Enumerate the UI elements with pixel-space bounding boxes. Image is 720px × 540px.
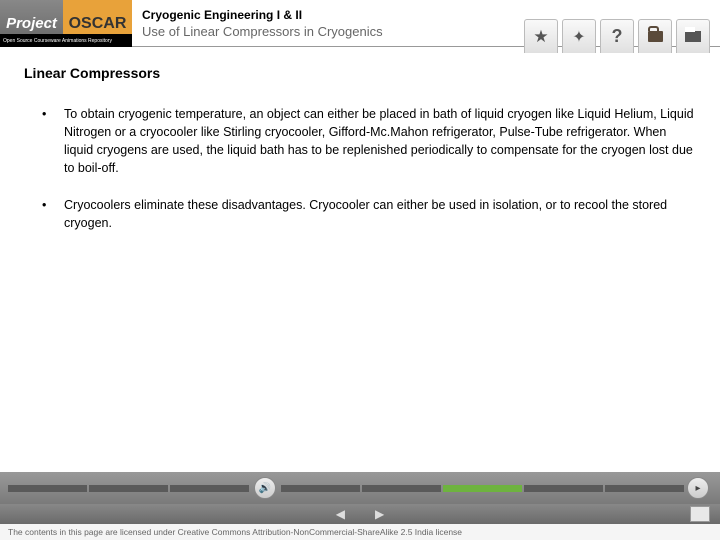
toolbar: [522, 0, 720, 46]
progress-segment: [89, 485, 168, 492]
next-button[interactable]: ▶: [375, 507, 384, 521]
briefcase-icon: [648, 31, 663, 42]
play-button[interactable]: ▸: [687, 477, 709, 499]
favorite-button[interactable]: [524, 19, 558, 53]
play-icon: ▸: [695, 483, 700, 494]
bullet-text: Cryocoolers eliminate these disadvantage…: [64, 196, 696, 232]
wand-icon: [572, 27, 585, 47]
bullet-list: •To obtain cryogenic temperature, an obj…: [24, 105, 696, 232]
control-bar: 🔊 ▸: [0, 472, 720, 504]
course-title: Cryogenic Engineering I & II: [142, 8, 522, 22]
license-text: The contents in this page are licensed u…: [0, 524, 720, 540]
progress-segment: [8, 485, 87, 492]
list-item: •Cryocoolers eliminate these disadvantag…: [24, 196, 696, 232]
list-item: •To obtain cryogenic temperature, an obj…: [24, 105, 696, 178]
effects-button[interactable]: [562, 19, 596, 53]
logo: Project OSCAR Open Source Courseware Ani…: [0, 0, 132, 47]
bullet-mark: •: [42, 105, 64, 178]
help-button[interactable]: [600, 19, 634, 53]
progress-segment: [170, 485, 249, 492]
print-button[interactable]: [676, 19, 710, 53]
nav-bar: ◀ ▶: [0, 504, 720, 524]
topic-title: Use of Linear Compressors in Cryogenics: [142, 24, 522, 39]
title-area: Cryogenic Engineering I & II Use of Line…: [132, 0, 522, 46]
star-icon: [533, 27, 548, 47]
help-icon: [612, 26, 623, 47]
content-area: Linear Compressors •To obtain cryogenic …: [0, 47, 720, 268]
section-title: Linear Compressors: [24, 65, 696, 81]
footer: 🔊 ▸ ◀ ▶ The contents in this page are li…: [0, 472, 720, 540]
progress-segment: [524, 485, 603, 492]
header: Project OSCAR Open Source Courseware Ani…: [0, 0, 720, 47]
progress-bar[interactable]: 🔊: [8, 477, 684, 499]
progress-segment: [281, 485, 360, 492]
resources-button[interactable]: [638, 19, 672, 53]
progress-segment: [443, 485, 522, 492]
progress-segment: [362, 485, 441, 492]
logo-subtitle: Open Source Courseware Animations Reposi…: [0, 34, 132, 47]
progress-segment: [605, 485, 684, 492]
prev-button[interactable]: ◀: [336, 507, 345, 521]
bullet-text: To obtain cryogenic temperature, an obje…: [64, 105, 696, 178]
document-button[interactable]: [690, 506, 710, 522]
bullet-mark: •: [42, 196, 64, 232]
speaker-icon: 🔊: [259, 483, 271, 494]
print-icon: [685, 31, 701, 42]
audio-button[interactable]: 🔊: [254, 477, 276, 499]
